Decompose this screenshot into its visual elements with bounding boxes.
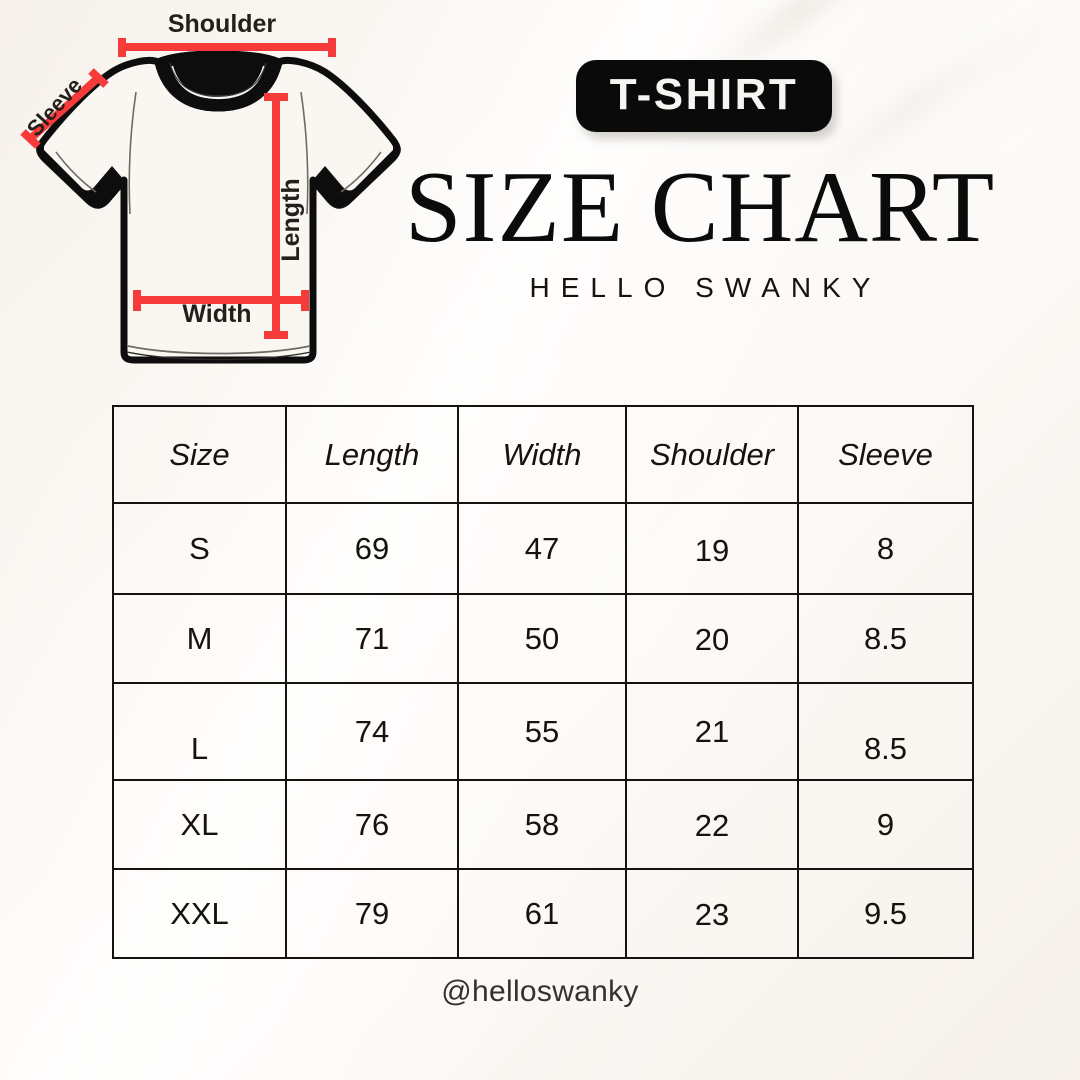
table-row: M 71 50 20 8.5 <box>112 593 974 684</box>
cell-sleeve: 8.5 <box>797 593 974 684</box>
cell-size: XL <box>112 779 287 870</box>
length-label: Length <box>277 178 305 261</box>
cell-size: XXL <box>112 868 287 959</box>
right-sleeve-cuff <box>313 140 398 206</box>
page-title: SIZE CHART <box>404 151 996 264</box>
cell-shoulder: 19 <box>625 502 799 595</box>
cell-sleeve: 8.5 <box>797 682 974 781</box>
column-header-sleeve: Sleeve <box>797 405 974 504</box>
cell-size: M <box>112 593 287 684</box>
cell-width: 61 <box>457 868 627 959</box>
sleeve-arrow-line <box>27 75 101 142</box>
right-cuff-fold <box>340 151 382 193</box>
cell-length: 71 <box>285 593 459 684</box>
brand-subtitle: HELLO SWANKY <box>529 271 882 303</box>
collar-inner-line-2 <box>169 62 267 97</box>
cell-shoulder: 20 <box>625 593 799 684</box>
t-shirt-illustration: Shoulder Sleeve Length Width <box>0 0 420 400</box>
sleeve-arrow-cap-bottom <box>20 129 41 149</box>
width-label: Width <box>182 300 251 328</box>
column-header-shoulder: Shoulder <box>625 405 799 504</box>
cell-sleeve: 9.5 <box>797 868 974 959</box>
cell-length: 69 <box>285 502 459 595</box>
table-header-row: Size Length Width Shoulder Sleeve <box>112 405 974 504</box>
column-header-width: Width <box>457 405 627 504</box>
cell-shoulder: 22 <box>625 779 799 870</box>
shoulder-label: Shoulder <box>168 10 277 38</box>
size-table-container: Size Length Width Shoulder Sleeve S 69 4… <box>112 405 974 959</box>
left-cuff-fold <box>55 151 97 193</box>
table-row: L 74 55 21 8.5 <box>112 682 974 781</box>
cell-shoulder: 23 <box>625 868 799 959</box>
header-block: T-SHIRT SIZE CHART HELLO SWANKY <box>400 60 1000 304</box>
sleeve-arrow-cap-top <box>88 68 109 88</box>
cell-sleeve: 9 <box>797 779 974 870</box>
footer-handle: @helloswanky <box>441 975 639 1008</box>
cell-length: 74 <box>285 682 459 781</box>
size-table: Size Length Width Shoulder Sleeve S 69 4… <box>112 405 974 959</box>
cell-width: 50 <box>457 593 627 684</box>
column-header-length: Length <box>285 405 459 504</box>
cell-sleeve: 8 <box>797 502 974 595</box>
cell-size: S <box>112 502 287 595</box>
cell-length: 76 <box>285 779 459 870</box>
hem-fold-line-2 <box>126 351 312 361</box>
left-sleeve-cuff <box>39 140 124 206</box>
measure-sleeve-arrow <box>20 68 109 149</box>
table-row: XL 76 58 22 9 <box>112 779 974 870</box>
shirt-collar <box>154 50 283 112</box>
hem-fold-line <box>127 345 311 355</box>
column-header-size: Size <box>112 405 287 504</box>
cell-width: 55 <box>457 682 627 781</box>
measure-width-arrow <box>133 290 309 311</box>
tshirt-badge: T-SHIRT <box>575 60 833 132</box>
cell-width: 58 <box>457 779 627 870</box>
cell-size: L <box>112 682 287 781</box>
table-row: S 69 47 19 8 <box>112 502 974 595</box>
table-row: XXL 79 61 23 9.5 <box>112 868 974 959</box>
cell-shoulder: 21 <box>625 682 799 781</box>
shirt-body-group <box>36 50 401 364</box>
measure-shoulder-arrow <box>118 38 336 57</box>
left-seam-fold <box>128 91 137 215</box>
cell-width: 47 <box>457 502 627 595</box>
cell-length: 79 <box>285 868 459 959</box>
right-seam-fold <box>300 91 309 215</box>
